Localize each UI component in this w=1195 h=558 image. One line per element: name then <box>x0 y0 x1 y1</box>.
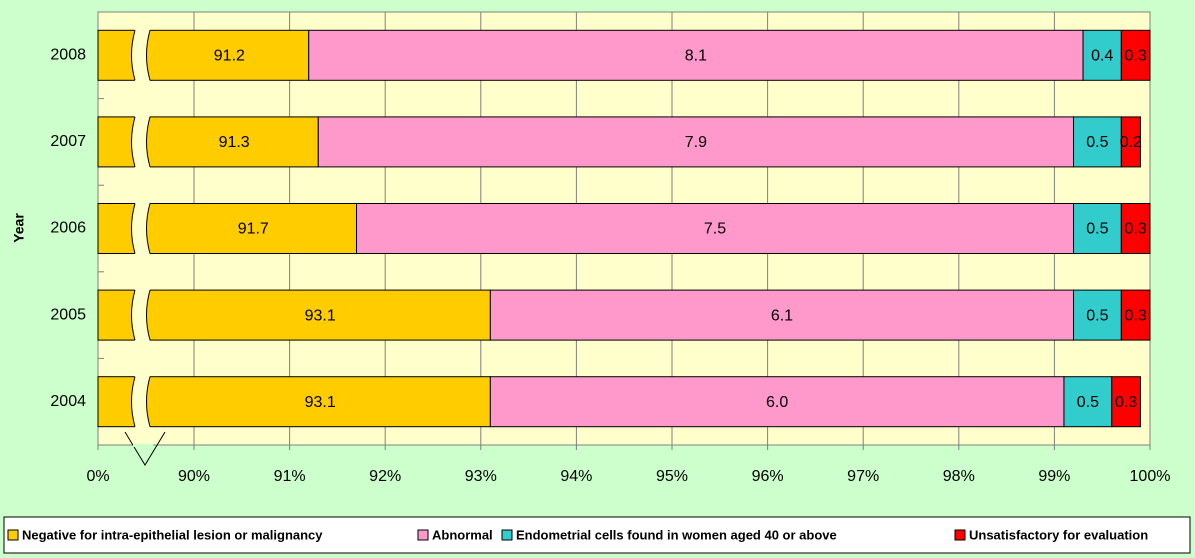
bar-segment <box>1082 29 1122 81</box>
data-label: 93.1 <box>305 394 336 411</box>
bar-segment <box>97 289 491 341</box>
bar-segment <box>308 29 1084 81</box>
x-tick-label: 94% <box>560 468 592 485</box>
data-label: 6.1 <box>771 307 793 324</box>
bar-segment <box>489 376 1065 428</box>
x-tick-label: 96% <box>752 468 784 485</box>
data-label: 0.5 <box>1077 394 1099 411</box>
data-label: 0.4 <box>1091 48 1113 65</box>
bar-segment <box>356 203 1075 254</box>
y-tick-label: 2008 <box>50 47 86 64</box>
x-tick-label: 99% <box>1038 468 1070 485</box>
legend-label: Endometrial cells found in women aged 40… <box>516 527 837 542</box>
legend-label: Unsatisfactory for evaluation <box>969 527 1148 542</box>
bar-segment <box>1063 376 1113 428</box>
x-tick-label: 91% <box>274 468 306 485</box>
data-label: 6.0 <box>766 394 788 411</box>
bar-segment <box>1120 29 1151 81</box>
bar-segment <box>1111 376 1141 428</box>
axis-break-mark <box>124 431 166 466</box>
x-tick-label: 97% <box>847 468 879 485</box>
axis-break-edge <box>131 289 151 341</box>
axis-break-gap <box>133 444 153 447</box>
bar-segment <box>1073 203 1122 254</box>
bar-segment <box>317 116 1075 168</box>
bar-segment <box>97 376 491 428</box>
data-label: 0.5 <box>1086 221 1108 238</box>
x-tick-label: 93% <box>465 468 497 485</box>
data-label: 0.5 <box>1086 134 1108 151</box>
axis-break <box>131 375 150 428</box>
x-tick-label: 100% <box>1130 468 1171 485</box>
data-label: 0.5 <box>1086 307 1108 324</box>
y-tick-label: 2007 <box>50 133 86 150</box>
bar-segment <box>1073 289 1122 341</box>
legend-swatch <box>501 529 513 541</box>
legend-label: Negative for intra-epithelial lesion or … <box>22 527 323 542</box>
data-label: 0.3 <box>1125 48 1147 65</box>
data-label: 7.9 <box>685 134 707 151</box>
data-label: 0.2 <box>1120 134 1142 151</box>
axis-break-edge <box>131 203 151 254</box>
x-tick-label: 0% <box>86 468 109 485</box>
y-tick-label: 2006 <box>50 220 86 237</box>
x-tick-label: 90% <box>178 468 210 485</box>
data-label: 0.3 <box>1115 394 1137 411</box>
y-tick-label: 2004 <box>50 393 86 410</box>
y-tick-label: 2005 <box>50 306 86 323</box>
legend-box <box>3 516 1191 554</box>
x-tick-label: 95% <box>656 468 688 485</box>
data-label: 93.1 <box>305 307 336 324</box>
data-label: 91.3 <box>219 134 250 151</box>
data-label: 7.5 <box>704 221 726 238</box>
bar-segment <box>1073 116 1122 168</box>
axis-break-edge <box>131 30 151 81</box>
data-label: 8.1 <box>685 48 707 65</box>
legend-swatch <box>417 529 429 541</box>
bar-segment <box>489 289 1075 341</box>
legend-swatch <box>7 529 19 541</box>
data-label: 91.7 <box>238 221 269 238</box>
y-axis-label: Year <box>11 213 27 243</box>
axis-break <box>131 202 150 255</box>
legend-label: Abnormal <box>432 527 493 542</box>
bar-segment <box>1120 203 1151 254</box>
axis-break-edge <box>131 376 151 427</box>
bar-segment <box>97 29 310 81</box>
axis-break <box>131 289 150 342</box>
bar-segment <box>1120 289 1151 341</box>
axis-break <box>131 115 150 168</box>
axis-break-edge <box>131 116 151 168</box>
data-label: 0.3 <box>1125 307 1147 324</box>
data-label: 0.3 <box>1125 221 1147 238</box>
data-label: 91.2 <box>214 48 245 65</box>
axis-break <box>131 29 150 82</box>
x-tick-label: 98% <box>943 468 975 485</box>
bar-segment <box>1120 116 1141 168</box>
legend-swatch <box>954 529 966 541</box>
x-tick-label: 92% <box>369 468 401 485</box>
